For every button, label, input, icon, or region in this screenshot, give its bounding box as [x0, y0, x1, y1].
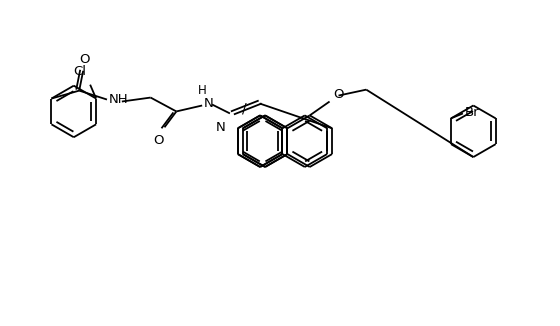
Text: O: O — [334, 88, 344, 101]
Text: O: O — [153, 134, 164, 147]
Text: O: O — [79, 53, 90, 66]
Text: N: N — [216, 121, 226, 134]
Text: N: N — [204, 97, 214, 110]
Text: H: H — [198, 83, 207, 96]
Text: Br: Br — [465, 106, 479, 119]
Text: Cl: Cl — [74, 65, 87, 78]
Text: /: / — [242, 101, 247, 115]
Text: NH: NH — [109, 93, 129, 106]
